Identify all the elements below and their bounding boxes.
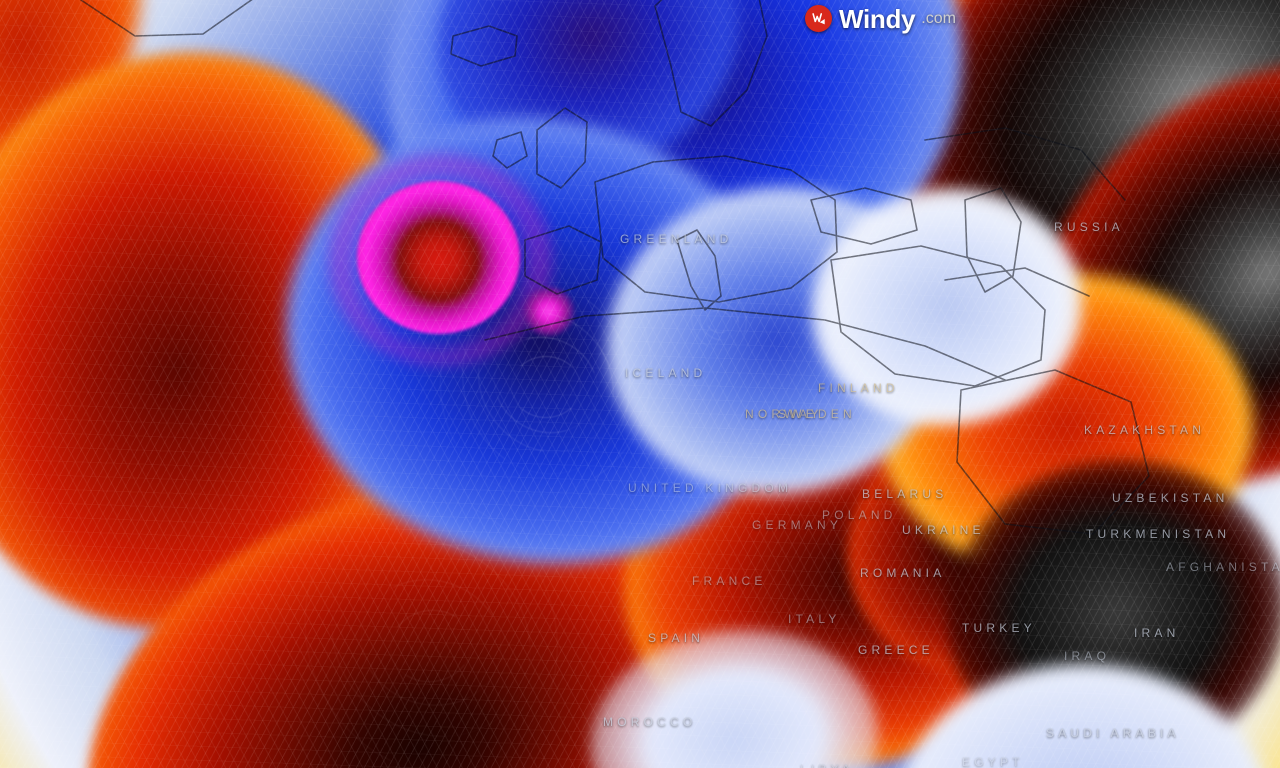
windy-logo-icon [805, 5, 832, 32]
windy-tld: .com [921, 9, 956, 27]
windy-logo[interactable]: Windy .com [805, 5, 956, 32]
windy-wordmark: Windy [839, 3, 916, 34]
